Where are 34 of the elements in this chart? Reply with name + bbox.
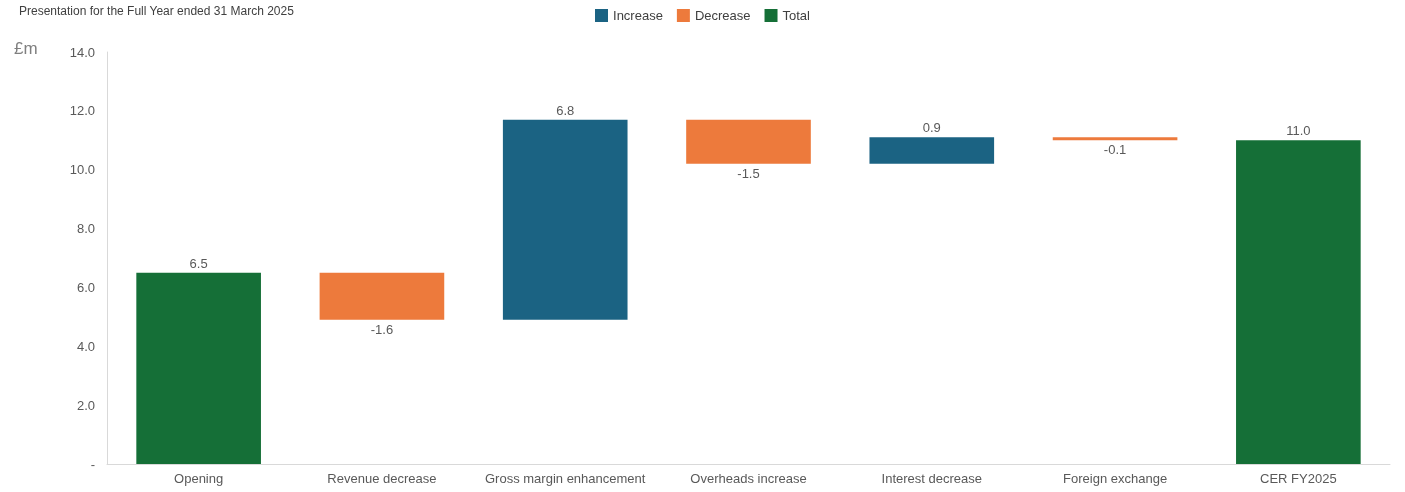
y-tick-label: 12.0 [69,103,95,119]
bar [319,272,445,320]
y-axis-title: £m [14,39,38,58]
data-label: 0.9 [922,120,941,136]
legend-label: Total [782,8,811,23]
x-tick-label: Interest decrease [881,471,983,486]
x-tick-label: Overheads increase [690,471,807,486]
bar [502,119,628,320]
data-label: -1.5 [737,165,760,181]
data-label: 6.5 [189,255,208,271]
y-tick-label: 10.0 [69,162,95,178]
bar [136,272,261,464]
legend-label: Decrease [694,8,751,23]
data-label: 6.8 [556,102,575,118]
bar [1052,137,1178,141]
legend-label: Increase [613,8,663,23]
x-tick-label: Gross margin enhancement [485,471,646,486]
y-tick-label: 2.0 [76,397,95,413]
bar [686,119,811,164]
x-tick-label: Opening [174,471,224,486]
y-tick-label: 8.0 [76,221,95,237]
data-label: -0.1 [1103,142,1127,158]
data-label: 11.0 [1286,123,1311,139]
y-tick-label: - [90,456,95,472]
bar [869,137,995,164]
y-tick-label: 4.0 [76,338,95,354]
y-tick-label: 14.0 [69,44,95,60]
data-label: -1.6 [370,321,394,337]
bar [1236,140,1361,464]
x-tick-label: Revenue decrease [327,471,437,486]
y-tick-label: 6.0 [76,279,95,295]
x-tick-label: CER FY2025 [1260,471,1337,486]
x-tick-label: Foreign exchange [1063,471,1168,486]
chart-title: Presentation for the Full Year ended 31 March 2025 [19,4,295,18]
